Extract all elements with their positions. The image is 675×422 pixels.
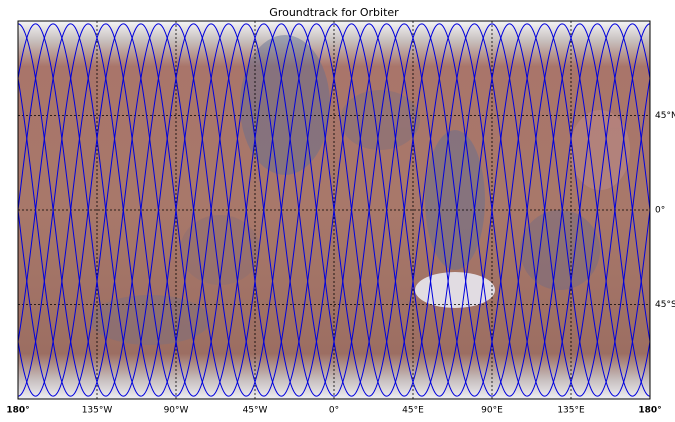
x-tick-label: 90°E [481, 406, 503, 416]
tick-labels: 180° 135°W 90°W 45°W 0° 45°E 90°E 135°E 180° 45°N… [6, 111, 675, 416]
track-curve [18, 23, 650, 397]
y-tick-label: 0° [655, 206, 665, 216]
x-tick-label: 135°E [557, 406, 585, 416]
track-curve [18, 23, 650, 397]
x-tick-label: 90°W [164, 406, 189, 416]
x-tick-label: 180° [638, 406, 661, 416]
track-curve [18, 23, 650, 397]
track-curve [18, 23, 650, 397]
y-tick-label: 45°S [655, 300, 675, 310]
y-tick-label: 45°N [655, 111, 675, 121]
plot-frame [17, 20, 651, 400]
track-curve [18, 23, 650, 397]
map-title: Groundtrack for Orbiter [269, 6, 399, 19]
x-tick-label: 0° [329, 406, 339, 416]
groundtrack [18, 23, 650, 397]
x-tick-label: 180° [6, 406, 29, 416]
x-tick-label: 45°E [402, 406, 424, 416]
x-tick-label: 135°W [82, 406, 113, 416]
x-tick-label: 45°W [243, 406, 268, 416]
